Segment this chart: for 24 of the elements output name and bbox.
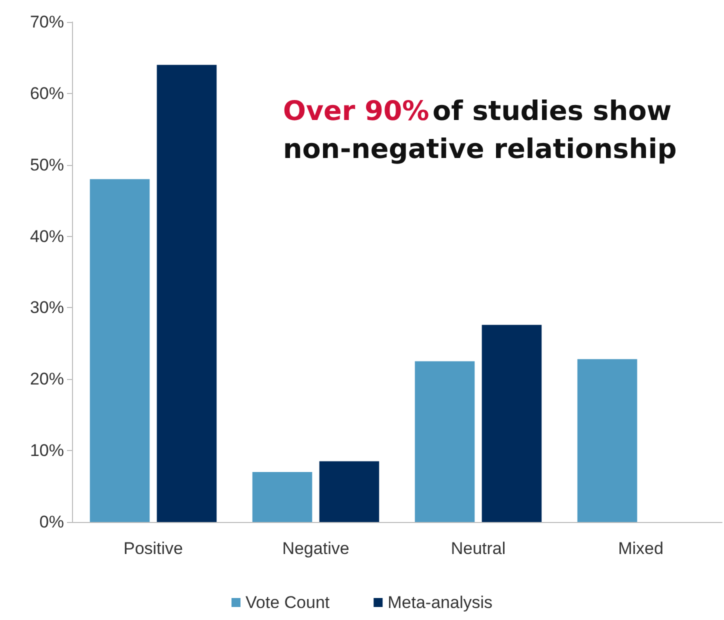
y-tick-label: 60% xyxy=(30,84,64,103)
annotation: non-negative relationship xyxy=(283,134,677,165)
bar xyxy=(156,64,217,522)
x-tick-label: Neutral xyxy=(450,539,506,558)
y-tick-label: 20% xyxy=(30,370,64,389)
y-tick-label: 50% xyxy=(30,155,64,174)
bar xyxy=(252,472,312,522)
y-tick-label: 70% xyxy=(30,12,64,32)
bar xyxy=(577,359,638,522)
x-tick-label: Mixed xyxy=(618,539,664,558)
y-tick-label: 0% xyxy=(39,512,64,532)
bar xyxy=(319,461,380,522)
legend-label: Meta-analysis xyxy=(388,593,492,612)
bar xyxy=(414,361,475,522)
x-tick-label: Negative xyxy=(282,539,350,558)
annotation: of studies show xyxy=(432,96,672,127)
legend-label: Vote Count xyxy=(246,593,330,612)
annotation: Over 90% xyxy=(283,96,430,127)
bar xyxy=(482,324,542,522)
bar xyxy=(90,179,150,522)
y-tick-label: 10% xyxy=(30,441,64,460)
y-tick-label: 40% xyxy=(30,226,64,246)
y-tick-label: 30% xyxy=(30,298,64,318)
x-tick-label: Positive xyxy=(123,539,184,558)
